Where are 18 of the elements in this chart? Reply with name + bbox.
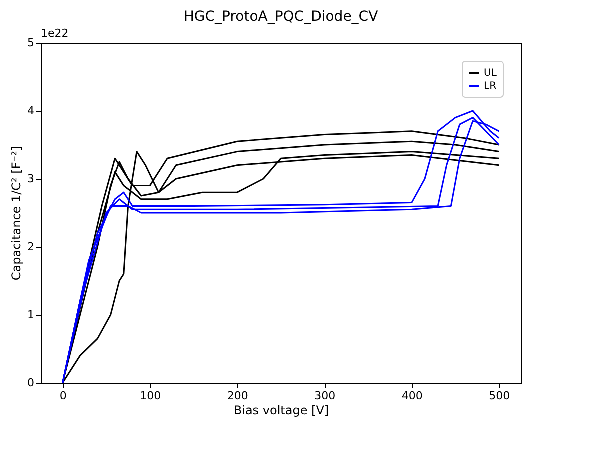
x-tick-label: 300 (314, 390, 336, 402)
x-tick-label: 100 (140, 390, 162, 402)
legend-label: UL (484, 68, 498, 79)
x-tick-label: 400 (402, 390, 423, 402)
y-tick-label: 0 (28, 376, 34, 390)
x-tick-label: 500 (489, 390, 510, 402)
chart-title: HGC_ProtoA_PQC_Diode_CV (184, 9, 379, 25)
y-tick-label: 4 (28, 104, 34, 118)
y-tick-label: 5 (28, 36, 34, 50)
x-tick-label: 0 (60, 390, 67, 402)
x-axis-title: Bias voltage [V] (234, 404, 330, 418)
y-tick-label: 3 (28, 172, 34, 186)
y-tick-label: 1 (28, 308, 34, 322)
legend-label: LR (484, 81, 497, 92)
y-axis-title: Capacitance 1/C² [F⁻²] (10, 146, 24, 281)
y-tick-label: 2 (28, 240, 34, 254)
x-tick-label: 200 (227, 390, 248, 402)
text: 1e22 (41, 27, 69, 40)
